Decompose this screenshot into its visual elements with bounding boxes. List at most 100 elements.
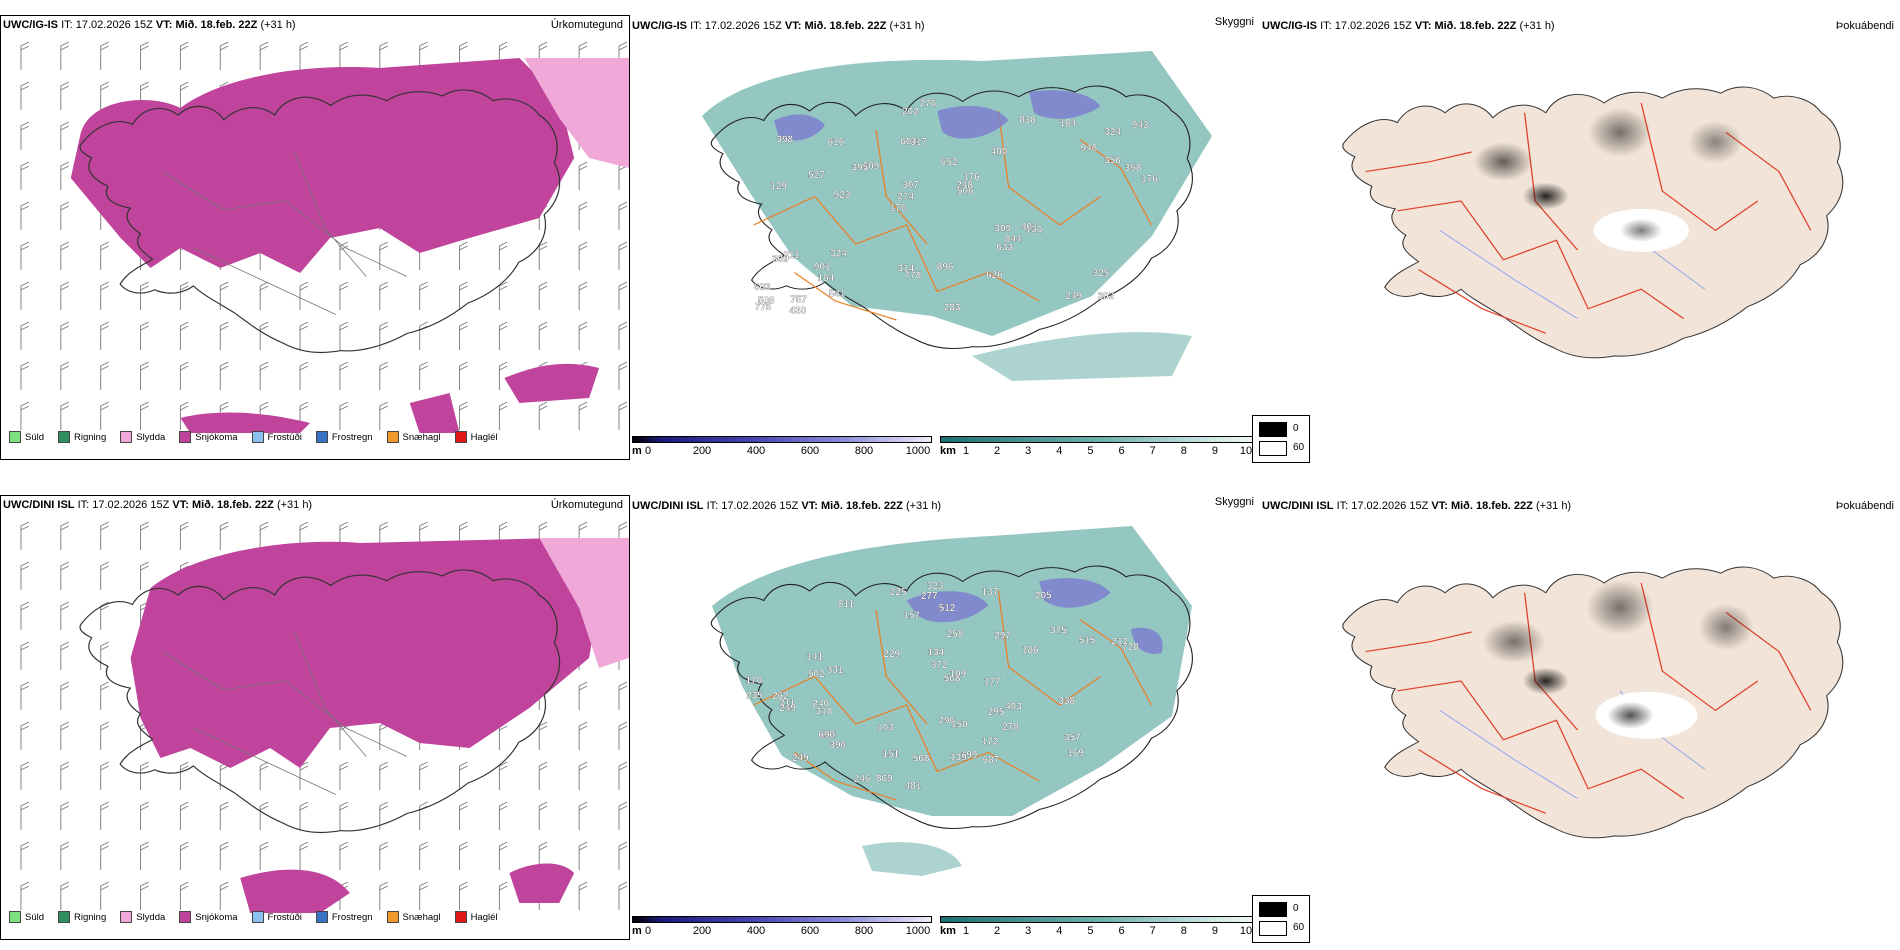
visibility-tick: 4 — [1056, 445, 1063, 457]
panel-title: Úrkomutegund — [550, 499, 623, 511]
legend-swatch — [120, 911, 133, 923]
cloud-height-label: 338 — [1058, 696, 1075, 707]
cloud-height-label: 249 — [779, 703, 796, 714]
height-tick: 400 — [746, 445, 766, 457]
visibility-tick: 1 — [962, 445, 970, 457]
legend-swatch — [454, 911, 467, 923]
model-name: UWC/IG-IS — [632, 20, 687, 32]
vt-label: VT: — [172, 499, 189, 511]
cloud-height-label: 314 — [898, 264, 915, 275]
it-value: 17.02.2026 15Z — [1334, 20, 1412, 32]
it-value: 17.02.2026 15Z — [721, 500, 799, 512]
cloud-height-label: 757 — [790, 295, 807, 306]
cloud-height-label: 296 — [939, 715, 956, 726]
visibility-tick: 4 — [1056, 925, 1063, 937]
cloud-height-label: 211 — [779, 698, 796, 709]
fog-map — [1262, 516, 1900, 911]
cloud-height-label: 166 — [819, 729, 836, 740]
cloud-height-label: 356 — [1104, 156, 1121, 167]
height-tick: 1000 — [905, 925, 931, 937]
cloud-height-label: 604 — [900, 136, 917, 147]
height-tick: 200 — [692, 925, 712, 937]
legend-item: Súld — [9, 431, 44, 443]
cloud-height-label: 262 — [772, 691, 789, 702]
it-value: 17.02.2026 15Z — [1351, 500, 1429, 512]
fog-label-0: 0 — [1293, 903, 1299, 914]
legend-label: Rigning — [74, 431, 107, 443]
legend-swatch — [251, 431, 264, 443]
cloud-height-label: 687 — [983, 755, 1000, 766]
cloud-height-label: 151 — [882, 749, 899, 760]
fog-label-60: 60 — [1293, 922, 1305, 933]
cloud-height-label: 395 — [852, 163, 869, 174]
cloud-height-label: 176 — [1141, 174, 1158, 185]
legend-swatch — [251, 911, 264, 923]
visibility-tick: 10 — [1239, 445, 1253, 457]
cloud-height-label: 541 — [829, 288, 846, 299]
forecast-row-igis: UWC/IG-IS IT: 17.02.2026 15Z VT: Mið. 18… — [0, 0, 1900, 470]
lead-time: (+31 h) — [260, 19, 296, 31]
cloud-height-label: 512 — [939, 603, 956, 614]
height-colorbar: m 0 200 400 600 800 1000 — [632, 916, 932, 937]
legend-label: Snjókoma — [195, 431, 238, 443]
precip-legend: Súld Rigning Slydda Snjókoma Frostúði Frostre… — [9, 909, 498, 925]
cloud-height-label: 235 — [746, 690, 763, 701]
cloud-height-label: 838 — [1019, 115, 1036, 126]
cloud-height-label: 430 — [790, 305, 807, 316]
legend-item: Frostregn — [315, 431, 373, 443]
lead-time: (+31 h) — [889, 20, 925, 32]
legend-item: Snjókoma — [179, 911, 238, 923]
cloud-height-label: 357 — [1064, 733, 1081, 744]
precip-legend: Súld Rigning Slydda Snjókoma Frostúði Frostre… — [9, 429, 498, 445]
it-value: 17.02.2026 15Z — [92, 499, 170, 511]
cloud-height-label: 372 — [931, 660, 948, 671]
cloud-height-label: 317 — [910, 137, 927, 148]
visibility-unit: km — [940, 445, 956, 457]
cloud-height-label: 199 — [961, 750, 978, 761]
cloud-height-label: 278 — [1002, 722, 1019, 733]
lead-time: (+31 h) — [276, 499, 313, 511]
legend-item: Frostúði — [251, 911, 302, 923]
cloud-height-label: 157 — [903, 611, 920, 622]
panel-title: Þokuábendi — [1835, 20, 1894, 32]
cloud-height-label: 318 — [816, 706, 833, 717]
visibility-unit: km — [940, 925, 956, 937]
height-tick: 800 — [854, 445, 874, 457]
legend-swatch — [386, 911, 399, 923]
cloud-height-label: 515 — [1079, 636, 1096, 647]
vt-value: Mið. 18.feb. 22Z — [191, 499, 274, 511]
legend-label: Slydda — [136, 431, 166, 443]
visibility-map: 302 129 324 170 400 757 604 652 211 209 603 184 317 1… — [632, 36, 1260, 431]
fog-swatch-60 — [1259, 441, 1287, 456]
fog-swatch-0 — [1259, 902, 1287, 917]
visibility-tick: 2 — [994, 445, 1001, 457]
cloud-height-label: 502 — [808, 669, 825, 680]
model-name: UWC/DINI ISL — [632, 500, 704, 512]
cloud-height-label: 896 — [937, 262, 954, 273]
cloud-height-label: 325 — [1093, 268, 1110, 279]
cloud-height-label: 869 — [876, 774, 893, 785]
vt-label: VT: — [784, 20, 802, 32]
cloud-height-label: 778 — [905, 271, 922, 282]
fog-label-60: 60 — [1293, 442, 1305, 453]
cloud-height-label: 307 — [902, 180, 919, 191]
panel-header: UWC/DINI ISL IT: 17.02.2026 15Z VT: Mið.… — [1262, 500, 1900, 514]
cloud-height-label: 811 — [838, 599, 855, 610]
cloud-height-label: 398 — [776, 135, 793, 146]
it-label: IT: — [77, 499, 90, 511]
legend-item: Snjókoma — [179, 431, 238, 443]
visibility-panel: UWC/IG-IS IT: 17.02.2026 15Z VT: Mið. 18… — [632, 0, 1260, 470]
visibility-colorbar: km 1 2 3 4 5 6 7 8 9 10 — [940, 916, 1260, 937]
height-colorbar: m 0 200 400 600 800 1000 — [632, 436, 932, 457]
cloud-height-label: 331 — [827, 665, 844, 676]
legend-item: Snæhagl — [386, 911, 441, 923]
cloud-height-label: 775 — [755, 302, 772, 313]
cloud-height-label: 728 — [1122, 642, 1139, 653]
legend-item: Haglél — [454, 431, 498, 443]
precip-map-frame: UWC/DINI ISL IT: 17.02.2026 15Z VT: Mið.… — [0, 495, 630, 940]
cloud-height-label: 324 — [1104, 127, 1121, 138]
cloud-height-label: 527 — [808, 170, 825, 181]
cloud-height-label: 302 — [1098, 291, 1115, 302]
visibility-tick: 8 — [1180, 445, 1187, 457]
legend-label: Snjókoma — [195, 911, 238, 923]
